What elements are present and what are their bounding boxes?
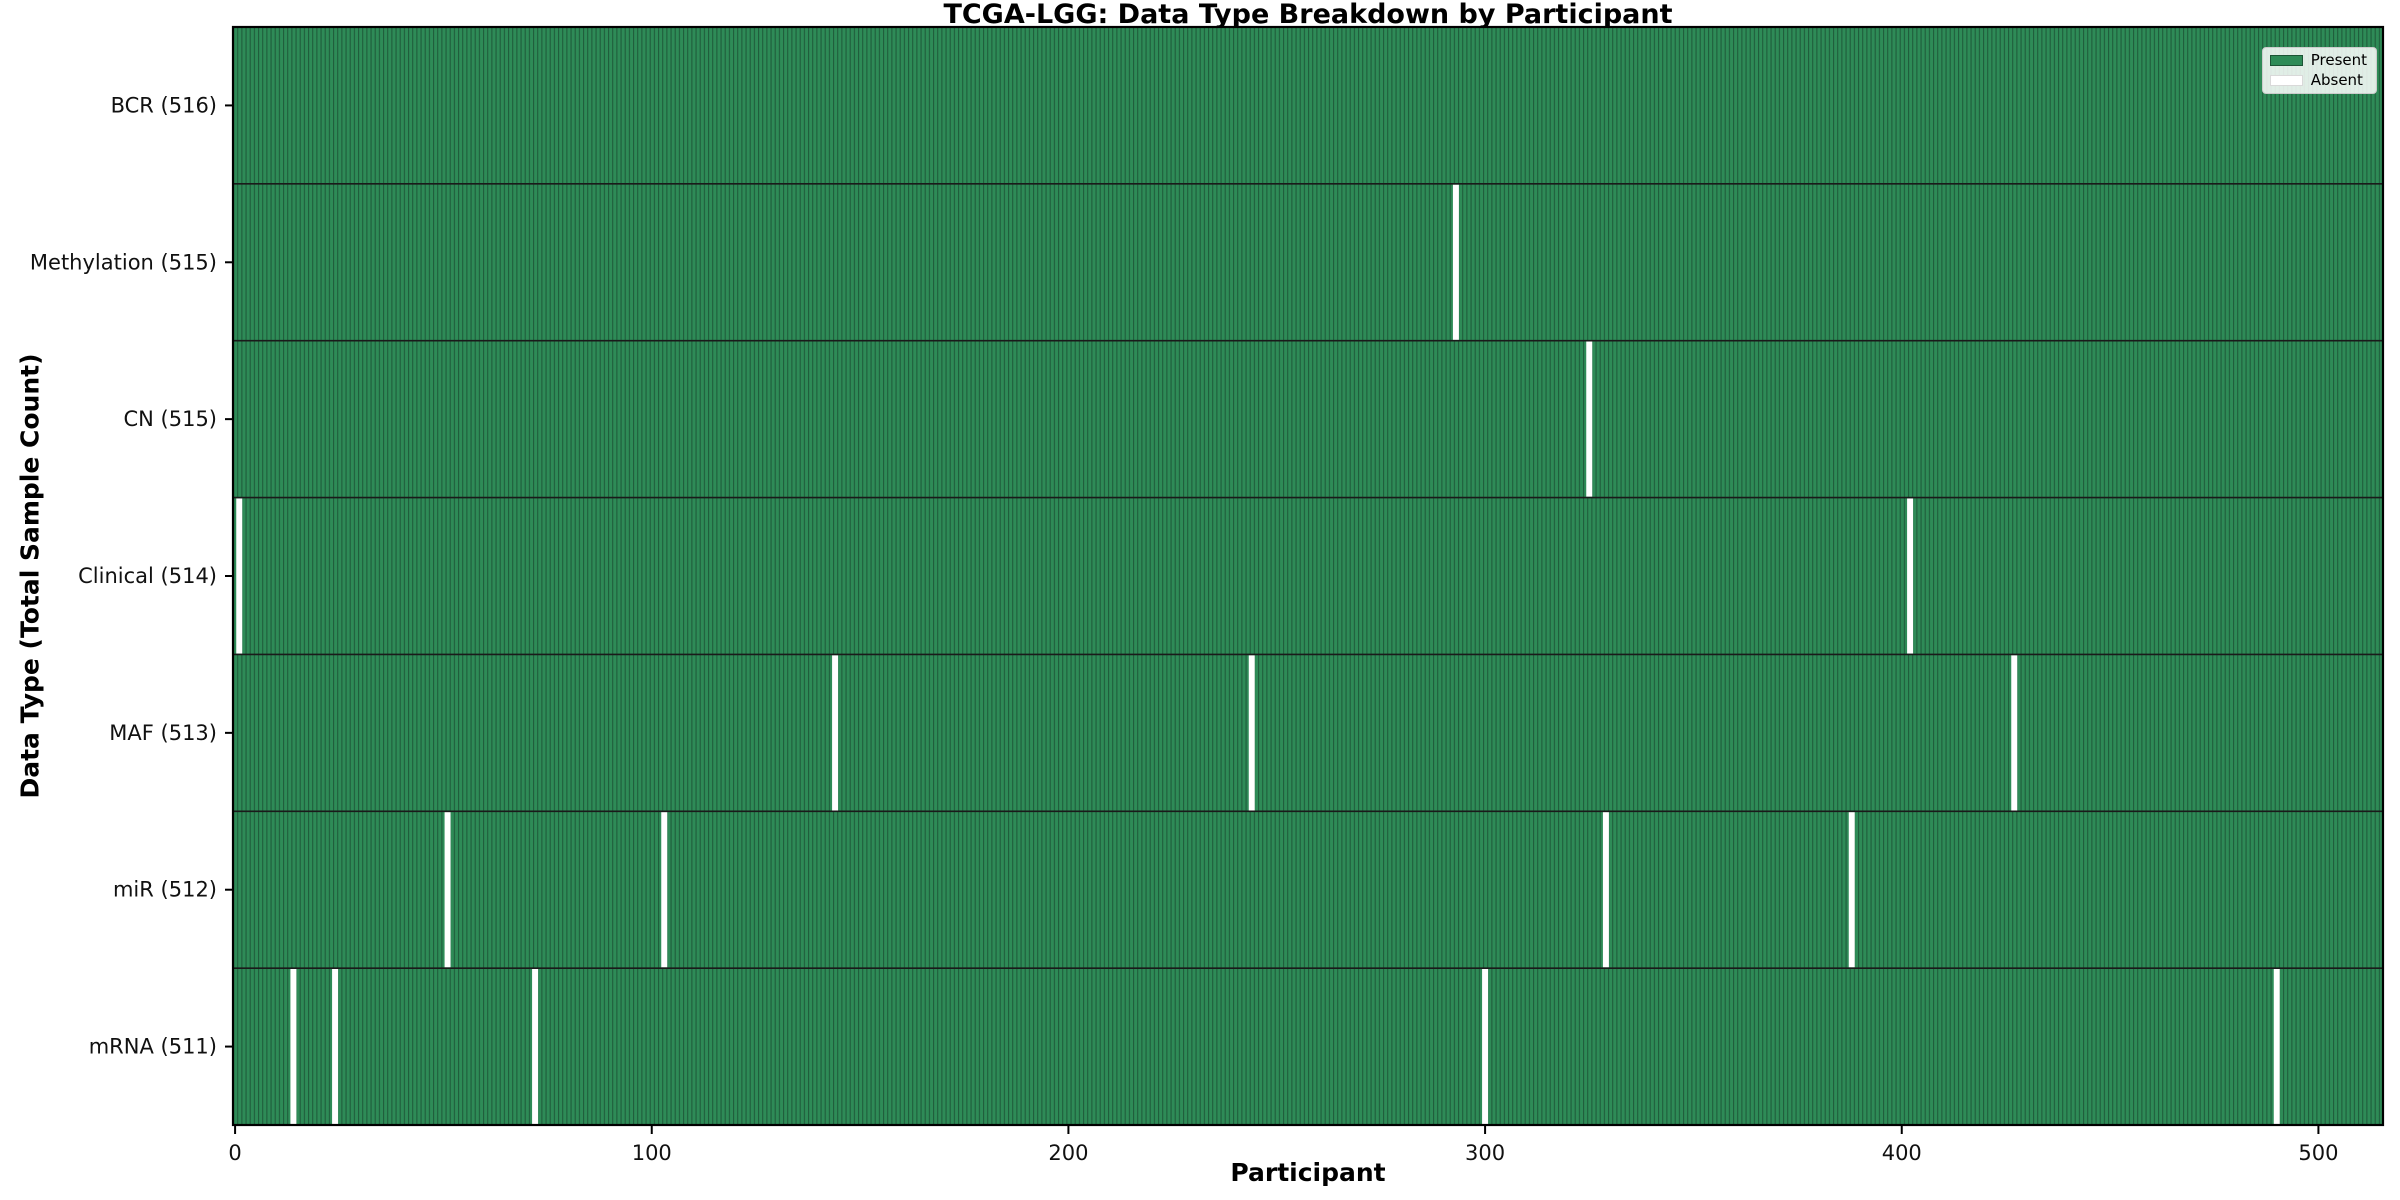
absent-gap-MAF-427 [2011,655,2018,811]
absent-gap-miR-103 [661,812,668,968]
y-tick-label: Methylation (515) [30,250,217,274]
y-tick-label: mRNA (511) [89,1035,217,1059]
absent-gap-mRNA-14 [290,968,297,1125]
absent-gap-miR-51 [444,812,451,968]
chart-title: TCGA-LGG: Data Type Breakdown by Partici… [943,0,1673,30]
absent-gap-mRNA-490 [2273,968,2280,1125]
absent-swatch [2269,75,2303,86]
present-swatch [2269,55,2303,66]
x-tick-label: 300 [1465,1141,1505,1165]
x-tick-label: 500 [2298,1141,2338,1165]
absent-gap-Clinical-402 [1907,498,1914,654]
x-axis-label: Participant [1230,1158,1386,1187]
y-tick-label: miR (512) [113,878,217,902]
absent-gap-MAF-144 [832,655,839,811]
y-tick-label: BCR (516) [111,93,217,117]
absent-gap-CN-325 [1586,341,1593,497]
x-tick-label: 400 [1882,1141,1922,1165]
row-Methylation [233,183,2383,341]
row-miR [233,811,2383,969]
x-tick-label: 200 [1048,1141,1088,1165]
y-tick-label: CN (515) [123,407,217,431]
absent-gap-MAF-244 [1248,655,1255,811]
row-Clinical [233,497,2383,655]
y-tick-label: Clinical (514) [78,564,217,588]
legend: Present Absent [2261,47,2377,94]
legend-label-absent: Absent [2310,71,2363,89]
x-tick-label: 0 [228,1141,241,1165]
plot-border [231,25,2385,1127]
absent-gap-mRNA-72 [532,968,539,1125]
legend-label-present: Present [2310,51,2367,69]
absent-gap-Methylation-293 [1452,184,1459,340]
x-tick-label: 100 [632,1141,672,1165]
legend-item-present: Present [2269,51,2367,69]
legend-item-absent: Absent [2269,71,2367,89]
absent-gap-miR-388 [1848,812,1855,968]
row-BCR [233,27,2383,184]
absent-gap-miR-329 [1602,812,1609,968]
absent-gap-mRNA-24 [332,968,339,1125]
row-MAF [233,654,2383,812]
y-tick-label: MAF (513) [109,721,217,745]
absent-gap-Clinical-1 [236,498,243,654]
row-mRNA [233,968,2383,1125]
absent-gap-mRNA-300 [1482,968,1489,1125]
row-CN [233,340,2383,498]
